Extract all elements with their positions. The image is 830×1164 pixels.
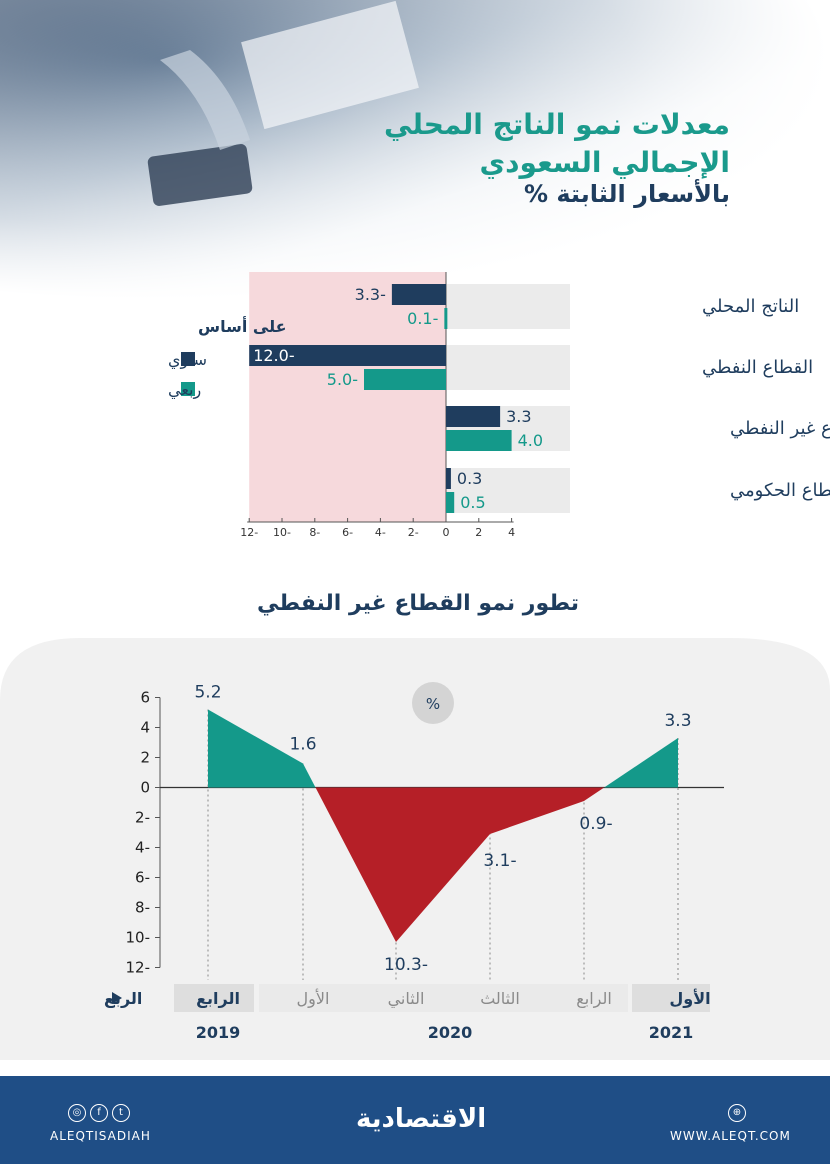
bar-quarterly bbox=[364, 369, 446, 390]
bar-annual bbox=[249, 345, 446, 366]
bar-quarterly bbox=[446, 492, 455, 513]
y-tick-label: 2- bbox=[135, 809, 150, 827]
category-label: القطاع غير النفطي bbox=[730, 418, 830, 439]
brand-logo: الاقتصادية bbox=[356, 1104, 487, 1134]
y-tick-label: 6- bbox=[135, 869, 150, 887]
quarter-label: الأول bbox=[669, 989, 710, 1008]
point-value-label: 5.2 bbox=[194, 683, 221, 703]
negative-area bbox=[315, 787, 605, 942]
category-label: الناتج المحلي bbox=[702, 296, 799, 317]
bar-quarterly bbox=[446, 430, 512, 451]
bar-value-label: 0.3 bbox=[457, 469, 482, 488]
x-axis-label: الربع bbox=[104, 989, 142, 1008]
unit-label: % bbox=[426, 695, 440, 713]
y-tick-label: 0 bbox=[140, 779, 150, 797]
footer-handle[interactable]: ALEQTISADIAH bbox=[50, 1129, 151, 1143]
quarter-strip bbox=[632, 984, 710, 1012]
x-tick-label: 2 bbox=[475, 526, 482, 539]
bar-value-label: 3.3- bbox=[355, 285, 386, 304]
social-icons: ◎ f t bbox=[64, 1100, 130, 1122]
bar-value-label: 5.0- bbox=[327, 370, 358, 389]
instagram-icon[interactable]: ◎ bbox=[68, 1104, 86, 1122]
legend-title: على أساس bbox=[198, 316, 287, 336]
bar-value-label: 0.1- bbox=[407, 309, 438, 328]
legend-swatch bbox=[181, 382, 195, 396]
bar-annual bbox=[446, 468, 451, 489]
footer-website[interactable]: WWW.ALEQT.COM bbox=[670, 1129, 791, 1143]
point-value-label: 1.6 bbox=[289, 735, 316, 755]
category-label: القطاع الحكومي bbox=[730, 480, 830, 501]
point-value-label: 10.3- bbox=[384, 955, 428, 975]
legend-swatch bbox=[181, 352, 195, 366]
category-label: القطاع النفطي bbox=[702, 357, 813, 378]
x-tick-label: 10- bbox=[273, 526, 291, 539]
bar-value-label: 12.0- bbox=[253, 346, 294, 365]
x-tick-label: 2- bbox=[408, 526, 419, 539]
bar-value-label: 4.0 bbox=[518, 431, 543, 450]
positive-area bbox=[208, 709, 316, 788]
footer: ◎ f t ALEQTISADIAH الاقتصادية ⊕ WWW.ALEQT.… bbox=[0, 1076, 830, 1164]
title-line-1: معدلات نمو الناتج المحلي bbox=[384, 108, 730, 141]
y-tick-label: 4- bbox=[135, 839, 150, 857]
quarter-strip bbox=[174, 984, 254, 1012]
quarter-label: الرابع bbox=[576, 989, 612, 1009]
y-tick-label: 10- bbox=[126, 929, 151, 947]
hero-background bbox=[0, 0, 830, 300]
point-value-label: 0.9- bbox=[579, 814, 612, 834]
legend-label: سنوي bbox=[168, 350, 207, 370]
negative-region bbox=[249, 272, 446, 522]
subtitle: بالأسعار الثابتة % bbox=[523, 180, 730, 208]
point-value-label: 3.1- bbox=[483, 851, 516, 871]
y-tick-label: 12- bbox=[126, 959, 151, 977]
area-chart-title: تطور نمو القطاع غير النفطي bbox=[257, 591, 579, 616]
twitter-icon[interactable]: t bbox=[112, 1104, 130, 1122]
year-label: 2021 bbox=[649, 1023, 694, 1042]
x-tick-label: 4- bbox=[375, 526, 386, 539]
legend-label: ربعي bbox=[168, 380, 201, 400]
quarter-label: الثاني bbox=[388, 989, 425, 1009]
nonoil-area-chart: تطور نمو القطاع غير النفطي% 6 4 2 0 2- 4- 6- 8- 1… bbox=[0, 591, 830, 1060]
globe-icon[interactable]: ⊕ bbox=[724, 1100, 746, 1122]
y-tick-label: 2 bbox=[140, 749, 150, 767]
category-band bbox=[446, 284, 570, 329]
bar-value-label: 0.5 bbox=[460, 493, 485, 512]
year-label: 2020 bbox=[428, 1023, 473, 1042]
x-tick-label: 12- bbox=[240, 526, 258, 539]
bar-annual bbox=[446, 406, 501, 427]
y-tick-label: 6 bbox=[140, 689, 150, 707]
quarter-strip bbox=[259, 984, 628, 1012]
y-tick-label: 8- bbox=[135, 899, 150, 917]
quarter-label: الأول bbox=[297, 988, 330, 1009]
unit-badge bbox=[412, 682, 454, 724]
x-tick-label: 0 bbox=[443, 526, 450, 539]
x-tick-label: 8- bbox=[309, 526, 320, 539]
x-tick-label: 6- bbox=[342, 526, 353, 539]
positive-area bbox=[604, 738, 678, 788]
point-value-label: 3.3 bbox=[664, 711, 691, 731]
x-tick-label: 4 bbox=[508, 526, 515, 539]
year-label: 2019 bbox=[196, 1023, 241, 1042]
category-band bbox=[446, 468, 570, 513]
bar-value-label: 3.3 bbox=[506, 407, 531, 426]
quarter-label: الرابع bbox=[196, 989, 240, 1008]
y-tick-label: 4 bbox=[140, 719, 150, 737]
axis-arrow-icon bbox=[112, 992, 122, 1004]
bar-quarterly bbox=[444, 308, 448, 329]
category-band bbox=[446, 345, 570, 390]
bar-annual bbox=[391, 284, 446, 305]
title-line-2: الإجمالي السعودي bbox=[479, 146, 731, 179]
quarter-label: الثالث bbox=[480, 989, 520, 1008]
gdp-bar-chart: الناتج المحلي القطاع النفطي القطاع غير الن… bbox=[168, 272, 830, 539]
facebook-icon[interactable]: f bbox=[90, 1104, 108, 1122]
